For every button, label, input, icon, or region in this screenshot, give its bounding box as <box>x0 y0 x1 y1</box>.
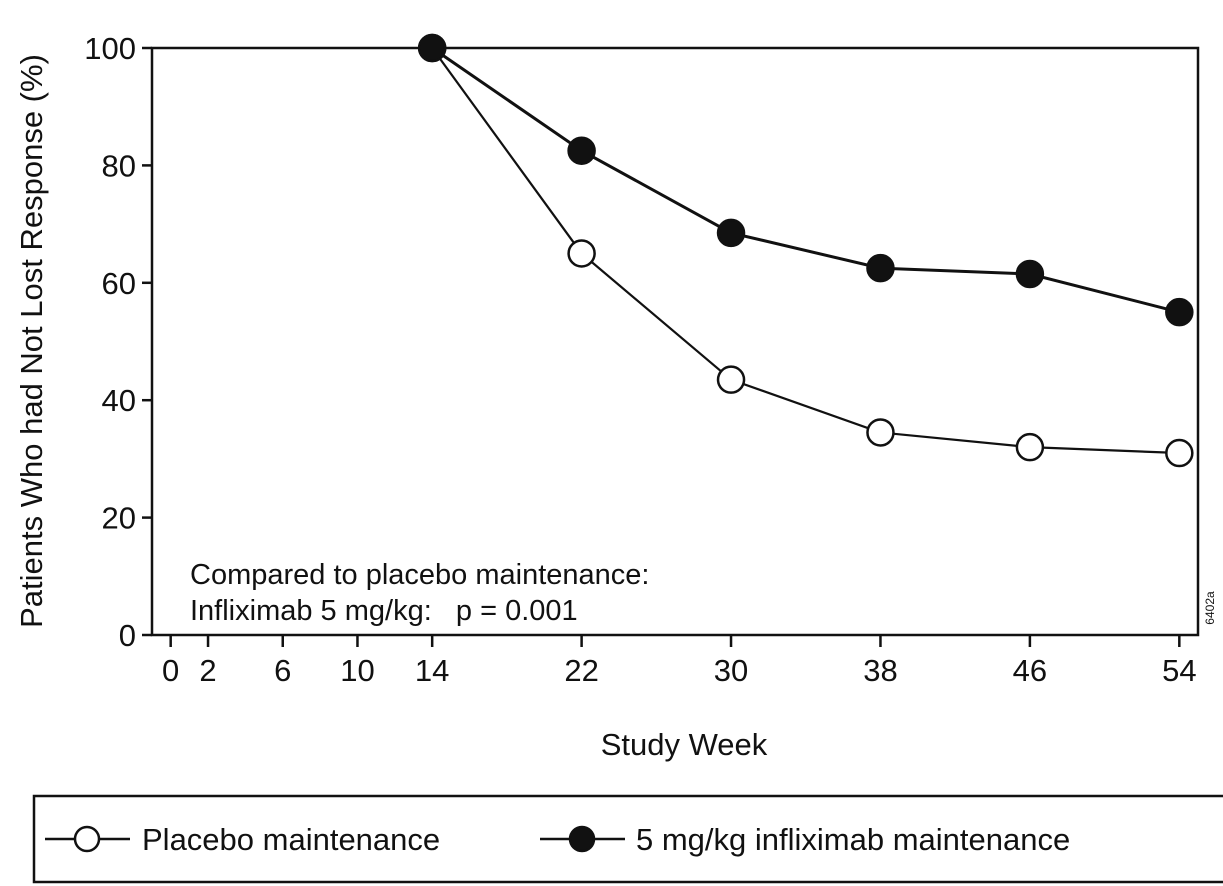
x-tick-label: 38 <box>863 653 897 688</box>
y-tick-label: 60 <box>102 266 136 301</box>
y-tick-label: 80 <box>102 148 136 183</box>
data-point-placebo <box>1165 438 1194 468</box>
x-tick-label: 0 <box>162 653 179 688</box>
y-tick-label: 40 <box>102 383 136 418</box>
legend-placebo-marker-icon <box>73 825 101 853</box>
legend-infliximab-label: 5 mg/kg infliximab maintenance <box>636 822 1070 857</box>
series-line-placebo <box>431 47 1180 455</box>
data-point-infliximab <box>1165 297 1194 327</box>
data-point-placebo <box>567 239 596 268</box>
data-point-infliximab <box>866 253 895 283</box>
annotation-line-1: Compared to placebo maintenance: <box>190 559 649 591</box>
legend-item-placebo: Placebo maintenance <box>45 822 440 857</box>
x-tick-label: 30 <box>714 653 748 688</box>
x-tick-label: 10 <box>340 653 374 688</box>
x-tick-label: 46 <box>1013 653 1047 688</box>
x-tick-label: 6 <box>274 653 291 688</box>
x-tick-label: 54 <box>1162 653 1196 688</box>
data-point-placebo <box>716 365 746 394</box>
legend-placebo-label: Placebo maintenance <box>142 822 440 857</box>
figure-code: 6402a <box>1203 591 1217 625</box>
data-point-infliximab <box>716 218 746 248</box>
x-tick-label: 2 <box>199 653 216 688</box>
series-layer <box>417 33 1194 468</box>
annotation-line-2: Infliximab 5 mg/kg: p = 0.001 <box>190 595 578 627</box>
data-point-infliximab <box>1015 259 1045 289</box>
plot-frame <box>150 46 1200 637</box>
legend-item-infliximab: 5 mg/kg infliximab maintenance <box>540 822 1070 857</box>
y-axis-title: Patients Who had Not Lost Response (%) <box>14 54 49 628</box>
x-axis-title: Study Week <box>601 727 768 762</box>
y-tick-label: 0 <box>119 618 136 653</box>
legend-infliximab-marker-icon <box>568 825 596 853</box>
x-tick-label: 22 <box>564 653 598 688</box>
series-line-infliximab <box>431 46 1180 314</box>
y-axis-ticks: 0 20 40 60 80 100 <box>84 31 152 653</box>
x-axis-ticks: 0 2 6 10 14 22 30 38 46 54 <box>162 635 1197 688</box>
data-point-infliximab <box>567 136 596 165</box>
x-tick-label: 14 <box>415 653 449 688</box>
y-tick-label: 20 <box>102 501 136 536</box>
y-tick-label: 100 <box>84 31 136 66</box>
data-point-placebo <box>1015 432 1045 462</box>
data-point-placebo <box>866 418 895 447</box>
data-point-infliximab <box>417 33 447 63</box>
legend-box <box>32 794 1223 884</box>
